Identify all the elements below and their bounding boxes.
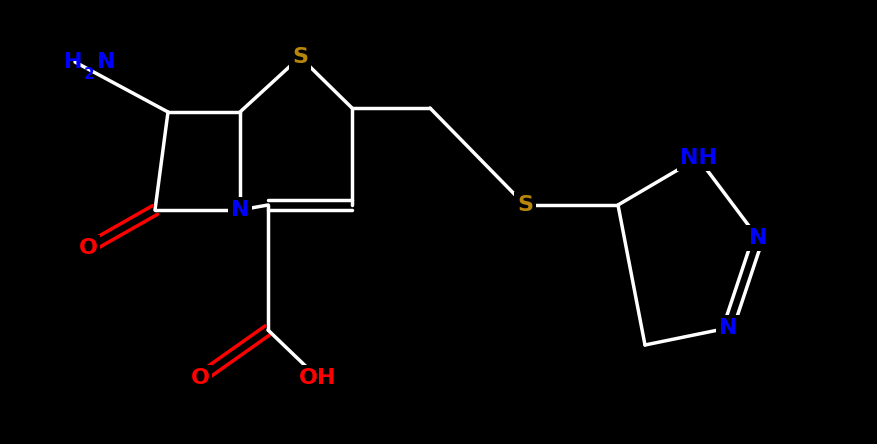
Text: H: H: [65, 52, 83, 72]
Text: O: O: [190, 368, 210, 388]
Text: O: O: [79, 238, 97, 258]
Text: S: S: [292, 47, 308, 67]
Text: N: N: [749, 228, 767, 248]
Text: N: N: [97, 52, 116, 72]
Text: NH: NH: [680, 148, 717, 168]
Text: S: S: [517, 195, 533, 215]
Text: 2: 2: [83, 67, 95, 82]
Text: N: N: [719, 318, 738, 338]
Text: N: N: [231, 200, 249, 220]
Text: OH: OH: [299, 368, 337, 388]
